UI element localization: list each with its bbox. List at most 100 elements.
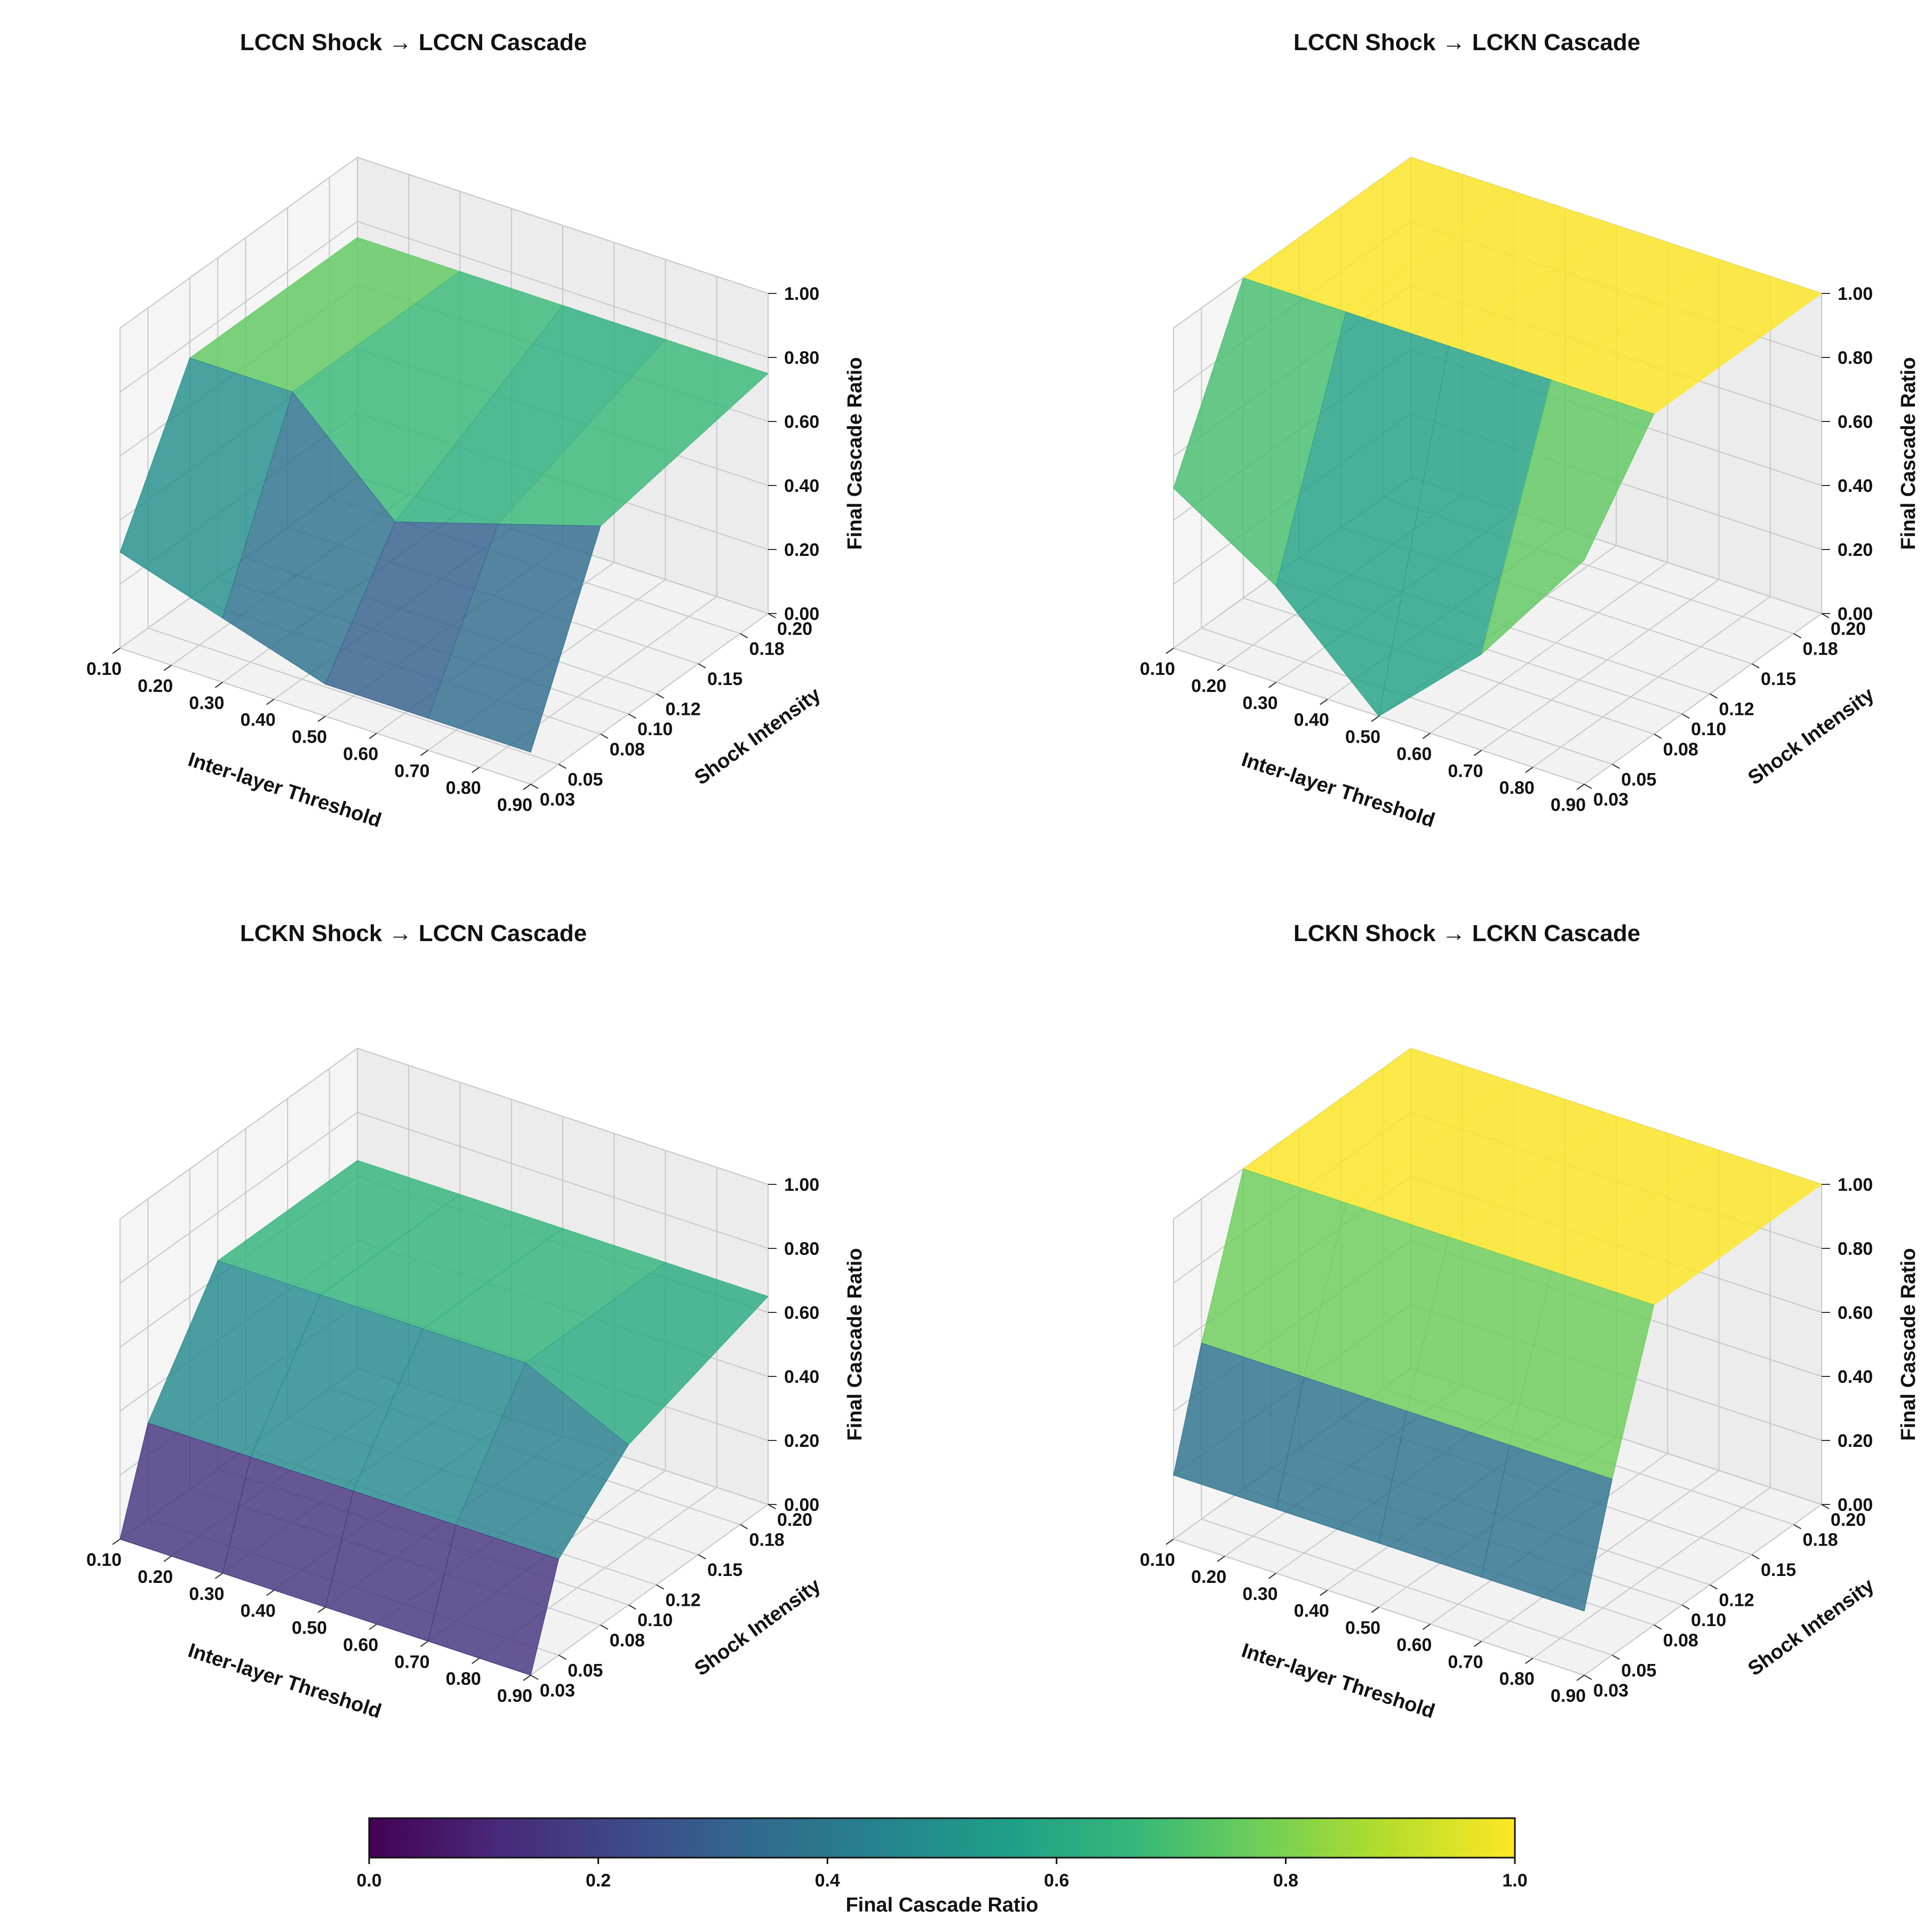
x-tick-label: 0.50 (292, 727, 327, 747)
x-tick (420, 750, 429, 757)
y-tick-label: 0.10 (1691, 1610, 1726, 1630)
x-tick (369, 1623, 377, 1630)
y-tick (628, 1604, 636, 1610)
y-tick-label: 0.10 (1691, 719, 1726, 739)
x-tick (112, 648, 121, 654)
subplot: LCKN Shock → LCKN Cascade 0.10 0.20 0.30 0.4… (1140, 920, 1920, 1723)
y-tick-label: 0.15 (707, 1560, 743, 1580)
z-tick-label: 0.00 (784, 1495, 819, 1515)
gridline-z (119, 220, 769, 393)
x-tick-label: 0.10 (1140, 1550, 1175, 1570)
y-tick (558, 1654, 566, 1660)
y-axis-label: Shock Intensity (690, 683, 825, 790)
y-tick (740, 1524, 748, 1530)
colorbar-gradient (368, 1817, 1516, 1859)
colorbar-label: Final Cascade Ratio (845, 1894, 1038, 1916)
z-tick-label: 0.20 (1838, 1431, 1873, 1451)
x-tick-label: 0.10 (86, 659, 122, 679)
y-tick-label: 0.08 (610, 739, 645, 760)
x-tick (1422, 732, 1431, 739)
y-tick (1821, 613, 1830, 618)
colorbar-tick-label: 0.4 (815, 1870, 840, 1891)
z-tick-label: 0.40 (1838, 476, 1873, 496)
z-axis-label: Final Cascade Ratio (844, 1248, 866, 1440)
z-tick-label: 0.20 (1838, 540, 1873, 560)
y-tick-label: 0.18 (749, 1530, 785, 1550)
x-tick-label: 0.70 (394, 1652, 429, 1672)
y-tick (1793, 633, 1802, 639)
subplot: LCKN Shock → LCCN Cascade 0.10 0.20 0.30 0.4… (86, 920, 866, 1723)
subplot-title: LCCN Shock → LCKN Cascade (1294, 29, 1640, 55)
x-tick (1525, 1658, 1534, 1664)
y-tick-label: 0.10 (637, 719, 673, 739)
x-tick (317, 1606, 326, 1613)
y-tick (600, 1625, 609, 1630)
y-tick (1751, 663, 1760, 668)
z-axis: 0.00 0.20 0.40 0.60 0.80 1.00 Final Cascade Ra… (768, 1175, 866, 1515)
panels: LCCN Shock → LCCN Cascade 0.10 0.20 0.30 0.4… (86, 29, 1920, 1723)
z-tick-label: 0.00 (1838, 1495, 1873, 1515)
x-tick-label: 0.30 (1242, 1584, 1278, 1604)
x-tick-label: 0.90 (1551, 1686, 1586, 1706)
colorbar-tick-label: 0.6 (1044, 1870, 1069, 1891)
y-tick (1654, 1625, 1662, 1630)
x-tick-label: 0.70 (394, 761, 429, 781)
y-tick (1793, 1524, 1802, 1530)
x-tick (420, 1641, 429, 1647)
z-tick-label: 1.00 (1838, 284, 1873, 304)
x-tick-label: 0.40 (241, 710, 276, 730)
y-tick-label: 0.08 (1663, 1630, 1698, 1651)
y-tick (740, 633, 748, 639)
x-tick (523, 1675, 531, 1681)
z-axis-label: Final Cascade Ratio (844, 357, 866, 550)
z-tick-label: 0.80 (784, 1239, 819, 1259)
x-tick (112, 1539, 121, 1545)
z-tick-label: 0.00 (1838, 604, 1873, 624)
x-tick-label: 0.80 (1499, 778, 1535, 798)
x-tick (1268, 1572, 1277, 1579)
x-tick-label: 0.50 (1345, 1618, 1380, 1638)
x-tick (1576, 784, 1585, 790)
y-tick-label: 0.20 (1831, 619, 1866, 639)
y-tick (698, 1554, 706, 1559)
y-axis-label: Shock Intensity (1744, 683, 1878, 790)
x-tick (1422, 1623, 1431, 1630)
x-tick-label: 0.60 (343, 744, 378, 764)
gridline-z (119, 156, 769, 329)
x-tick-label: 0.60 (343, 1635, 378, 1655)
surface (119, 1160, 769, 1676)
surface-patch (427, 523, 601, 753)
x-tick (317, 715, 326, 722)
x-tick-label: 0.70 (1448, 1652, 1483, 1672)
y-tick-label: 0.03 (540, 1681, 575, 1701)
z-tick-label: 0.80 (784, 348, 819, 368)
y-tick-label: 0.03 (1593, 1681, 1628, 1701)
y-tick (768, 613, 776, 618)
y-tick (656, 693, 665, 699)
x-tick (1268, 681, 1277, 688)
x-tick (1165, 1539, 1174, 1545)
surface-patch (1481, 1444, 1612, 1612)
x-tick-label: 0.80 (1499, 1669, 1535, 1689)
y-tick (656, 1584, 665, 1590)
surface-patch (1481, 379, 1655, 655)
z-tick-label: 0.80 (1838, 348, 1873, 368)
colorbar-tick-label: 0.0 (356, 1870, 381, 1891)
x-tick-label: 0.30 (189, 693, 224, 713)
x-tick-label: 0.30 (1242, 693, 1278, 713)
y-tick (768, 1504, 776, 1509)
x-tick (1525, 767, 1534, 773)
z-tick-label: 0.40 (784, 476, 819, 496)
x-tick (1320, 1589, 1328, 1596)
z-tick-label: 0.20 (784, 1431, 819, 1451)
y-axis-label: Shock Intensity (690, 1574, 825, 1681)
x-tick-label: 0.10 (86, 1550, 122, 1570)
y-tick-label: 0.15 (1761, 669, 1796, 689)
z-axis-label: Final Cascade Ratio (1897, 357, 1920, 550)
y-tick-label: 0.18 (1803, 639, 1838, 659)
x-tick-label: 0.30 (189, 1584, 224, 1604)
y-tick (1710, 693, 1718, 699)
x-tick-label: 0.90 (1551, 795, 1586, 815)
colorbar-ticks: 0.0 0.2 0.4 0.6 0.8 1.0 (356, 1858, 1528, 1891)
